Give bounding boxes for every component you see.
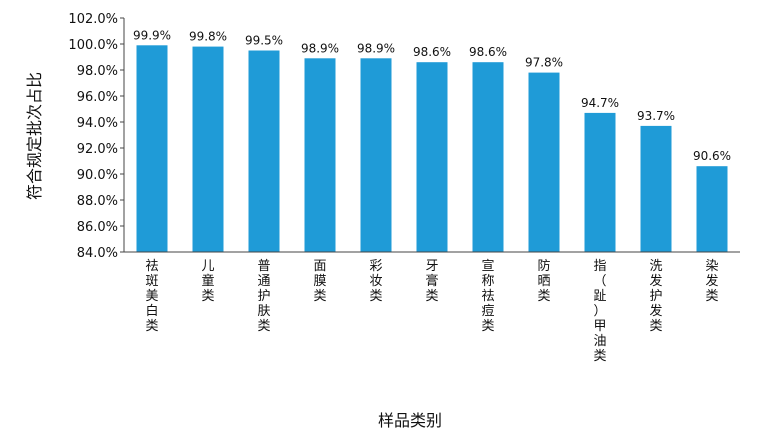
data-label: 93.7% (637, 109, 675, 123)
y-tick-label: 86.0% (77, 220, 118, 235)
bar (640, 125, 672, 252)
data-label: 99.8% (189, 30, 227, 44)
y-tick-label: 98.0% (77, 64, 118, 79)
data-labels-group: 99.9% 99.8% 99.5% 98.9% 98.9% 98.6% 98.6% 97.8%… (133, 28, 731, 163)
data-label: 97.8% (525, 56, 563, 70)
bar (472, 62, 504, 253)
y-tick-label: 90.0% (77, 168, 118, 183)
data-label: 98.6% (413, 45, 451, 59)
category-label: 祛斑美白类 (145, 258, 158, 334)
bar (304, 58, 336, 252)
bar (584, 112, 616, 253)
category-label: 洗发护发类 (649, 259, 662, 334)
bar (136, 45, 168, 252)
category-label: 牙膏类 (425, 259, 438, 304)
data-label: 99.5% (245, 34, 283, 48)
category-labels-group: 祛斑美白类 儿童类 普通护肤类 面膜类 彩妆类 牙膏类 宣称祛痘类 防晒类 指（趾）甲油类 洗发护… (145, 258, 718, 364)
bar (360, 58, 392, 252)
data-label: 98.6% (469, 45, 507, 59)
y-tick-label: 92.0% (77, 142, 118, 157)
y-tick-label: 96.0% (77, 90, 118, 105)
category-label: 指（趾）甲油类 (593, 259, 606, 364)
y-tick-label: 84.0% (77, 246, 118, 261)
category-label: 染发类 (705, 259, 718, 304)
y-tick-label: 94.0% (77, 116, 118, 131)
category-label: 彩妆类 (369, 259, 382, 304)
category-label: 宣称祛痘类 (481, 258, 494, 334)
category-label: 儿童类 (201, 259, 214, 304)
y-tick-label: 100.0% (68, 38, 118, 53)
bar (192, 46, 224, 252)
y-axis-title: 符合规定批次占比 (25, 72, 44, 200)
y-tick-label: 88.0% (77, 194, 118, 209)
x-axis-title: 样品类别 (378, 411, 442, 430)
bar (248, 50, 280, 252)
category-label: 普通护肤类 (257, 259, 270, 334)
y-tick-label: 102.0% (68, 12, 118, 27)
data-label: 98.9% (357, 41, 395, 55)
bars-group (136, 45, 728, 253)
y-ticks-group: 84.0% 86.0% 88.0% 90.0% 92.0% 94.0% 96.0% 98.0%… (68, 12, 124, 261)
category-label: 防晒类 (537, 258, 550, 304)
data-label: 90.6% (693, 149, 731, 163)
bar (528, 72, 560, 252)
category-label: 面膜类 (313, 259, 326, 304)
data-label: 98.9% (301, 41, 339, 55)
bar (696, 166, 728, 252)
data-label: 94.7% (581, 96, 619, 110)
data-label: 99.9% (133, 28, 171, 42)
bar (416, 62, 448, 253)
